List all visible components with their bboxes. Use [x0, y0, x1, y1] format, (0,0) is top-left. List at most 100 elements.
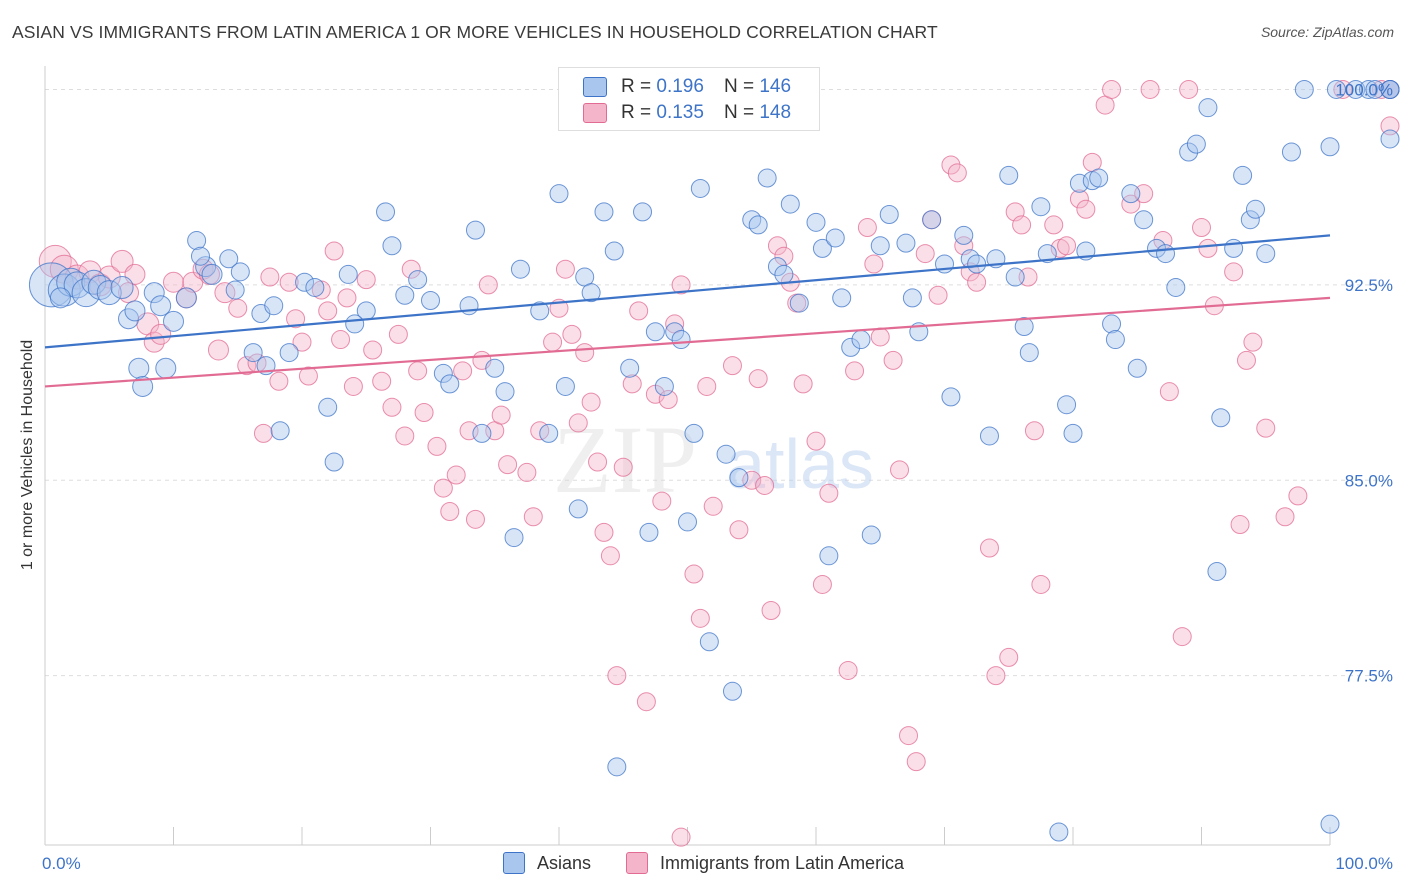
asian-point	[699, 632, 719, 652]
latin-point	[819, 483, 839, 503]
asian-point	[896, 233, 916, 253]
latin-point	[331, 330, 351, 350]
latin-point	[388, 324, 408, 344]
latin-point	[1031, 574, 1051, 594]
asian-point	[1089, 168, 1109, 188]
asian-point	[190, 246, 210, 266]
y-tick-label: 85.0%	[1345, 471, 1393, 490]
latin-point	[440, 502, 460, 522]
asian-point	[780, 194, 800, 214]
latin-point	[1256, 418, 1276, 438]
latin-point	[806, 431, 826, 451]
asian-point	[954, 225, 974, 245]
latin-point	[767, 236, 787, 256]
latin-point	[629, 301, 649, 321]
asians-swatch	[583, 77, 607, 97]
asian-point	[128, 357, 150, 379]
asian-point	[690, 178, 710, 198]
latin-point	[543, 332, 563, 352]
asian-point	[825, 228, 845, 248]
latin-point	[722, 356, 742, 376]
y-axis-label: 1 or more Vehicles in Household	[19, 339, 36, 571]
latin-point	[298, 366, 318, 386]
latin-point	[1069, 189, 1089, 209]
asian-point	[1156, 244, 1176, 264]
asian-point	[999, 165, 1019, 185]
latin-point	[986, 666, 1006, 686]
asian-point	[678, 512, 697, 532]
latin-point	[382, 397, 402, 417]
latin-point	[690, 608, 710, 628]
latin-point	[517, 462, 537, 482]
latin-point	[671, 827, 691, 847]
asian-point	[684, 423, 704, 443]
latin-point	[588, 452, 608, 472]
stats-row-asians: R = 0.196 N = 146	[583, 75, 791, 99]
asian-point	[967, 254, 987, 274]
latin-n-label: N =	[723, 102, 755, 123]
asian-point	[1121, 184, 1141, 204]
asian-point	[722, 681, 742, 701]
latin-point	[337, 288, 357, 308]
latin-point	[292, 332, 312, 352]
asian-point	[902, 288, 922, 308]
asian-point	[757, 168, 777, 188]
asian-point	[1326, 79, 1346, 99]
latin-point	[1192, 218, 1211, 238]
asian-point	[594, 202, 614, 222]
latin-point	[594, 522, 614, 542]
asian-point	[819, 546, 839, 566]
asian-point	[1005, 267, 1025, 287]
asian-point	[654, 376, 674, 396]
asian-point	[63, 271, 91, 299]
latin-point	[793, 374, 813, 394]
latin-point	[427, 436, 447, 456]
asian-point	[225, 280, 245, 300]
legend-label-asians: Asians	[537, 852, 592, 873]
asian-point	[338, 264, 358, 284]
asian-point	[1037, 244, 1057, 264]
asian-point	[1105, 330, 1125, 350]
latin-point	[883, 350, 903, 370]
asian-point	[143, 282, 165, 304]
latin-point	[491, 405, 511, 425]
latin-point	[915, 244, 935, 264]
latin-point	[453, 361, 473, 381]
latin-point	[899, 726, 919, 746]
asian-point	[421, 290, 440, 310]
latin-point	[163, 271, 184, 293]
legend-swatch-latin	[626, 852, 648, 874]
asian-point	[243, 343, 263, 363]
x-tick-label: 0.0%	[42, 854, 81, 873]
asian-point	[1134, 210, 1154, 230]
series-legend: Asians Immigrants from Latin America	[0, 852, 1406, 876]
latin-point	[286, 309, 306, 329]
latin-point	[979, 538, 999, 558]
latin-point	[1179, 79, 1199, 99]
asian-point	[382, 236, 402, 256]
asian-point	[530, 301, 550, 321]
asian-point	[163, 310, 184, 332]
latin-point	[1012, 215, 1032, 235]
asian-point	[870, 236, 890, 256]
latin-point	[1230, 515, 1250, 535]
legend-item-latin[interactable]: Immigrants from Latin America	[626, 852, 904, 874]
asian-point	[539, 423, 559, 443]
latin-point	[636, 692, 656, 712]
legend-item-asians[interactable]: Asians	[503, 852, 591, 874]
latin-point	[356, 270, 376, 290]
latin-point	[1243, 332, 1263, 352]
asian-point	[495, 382, 515, 402]
asian-point	[922, 210, 942, 230]
asian-series	[28, 79, 1400, 842]
asian-point	[132, 375, 154, 397]
latin-point	[671, 275, 691, 295]
latin-point	[729, 520, 749, 540]
asian-point	[1294, 79, 1314, 99]
latin-point	[372, 371, 392, 391]
latin-point	[260, 267, 280, 287]
asian-point	[774, 264, 794, 284]
asian-point	[1281, 142, 1301, 162]
asian-point	[1207, 561, 1227, 581]
asian-point	[472, 423, 492, 443]
